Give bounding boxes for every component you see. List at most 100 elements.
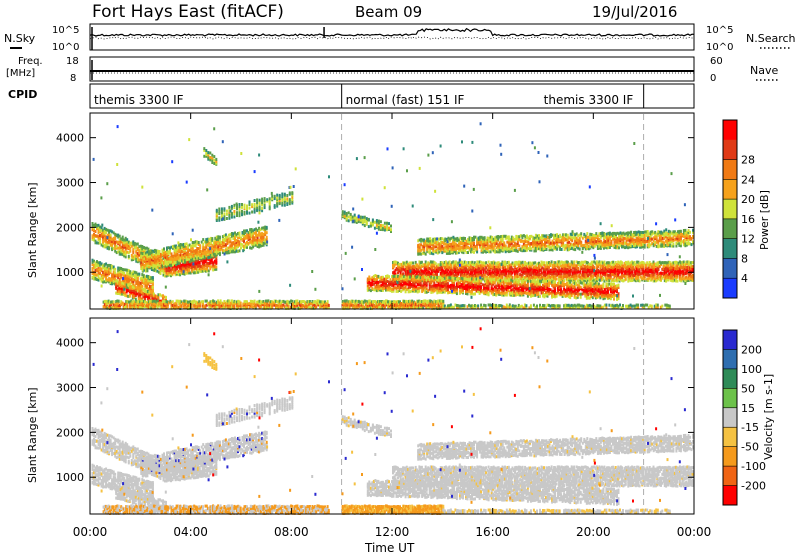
data-cell [276,201,279,205]
data-cell [114,240,117,244]
data-cell [172,246,174,250]
data-cell [461,268,464,272]
data-cell [261,243,264,247]
data-cell [150,262,153,266]
data-cell [577,263,579,267]
data-cell [277,306,280,310]
data-cell [110,306,113,310]
data-cell [281,192,284,196]
data-cell [638,279,641,283]
data-cell [437,263,440,267]
data-cell [265,225,268,229]
data-cell [187,257,190,261]
data-cell [205,253,208,257]
data-cell [115,285,118,289]
data-cell [531,271,534,275]
data-cell [123,277,126,281]
data-cell [478,273,481,277]
data-cell [103,263,106,267]
data-cell [142,246,145,249]
data-cell [423,271,426,275]
data-cell [492,271,495,275]
data-cell [442,269,445,273]
data-cell [454,273,457,277]
data-cell [120,302,123,306]
data-cell [687,262,690,266]
data-cell [546,267,549,271]
data-cell [448,242,451,246]
data-cell [253,228,256,232]
data-cell [195,267,198,271]
data-cell [94,234,97,238]
data-cell [539,263,542,267]
data-cell [414,263,417,267]
data-cell [619,275,622,279]
data-cell [527,265,530,268]
data-cell [157,297,160,301]
data-cell [158,264,161,268]
data-cell [164,256,167,260]
data-cell [125,301,128,305]
data-cell [587,265,589,268]
data-cell [117,273,120,277]
data-cell [651,277,654,281]
data-cell [191,247,194,251]
data-cell [668,276,671,280]
data-cell [241,243,244,247]
data-cell [141,304,144,308]
data-cell [114,274,117,278]
data-cell [108,277,111,281]
data-cell [108,270,111,274]
data-cell [678,260,681,264]
data-cell [644,271,647,275]
data-cell [446,262,449,266]
data-cell [639,263,642,267]
data-cell [617,260,620,264]
data-cell [390,228,392,232]
data-cell [608,276,611,279]
data-cell [656,273,659,277]
data-cell [575,274,578,278]
data-cell [170,268,172,272]
data-cell [432,248,435,252]
data-cell [496,277,499,281]
data-cell [170,303,173,306]
data-cell [670,278,673,282]
data-cell [568,262,571,266]
data-cell [441,251,444,255]
data-cell [191,260,194,264]
data-cell [123,268,126,272]
data-cell [560,264,563,268]
data-cell [164,250,167,254]
data-cell [661,271,664,275]
data-cell [490,271,493,275]
data-cell [495,262,498,266]
cpid-segment-label: themis 3300 IF [94,93,184,107]
data-cell [627,271,630,275]
data-cell [595,275,598,279]
data-cell [570,260,573,264]
data-cell [409,267,412,271]
data-cell [574,279,577,283]
data-cell [531,261,534,265]
data-cell [123,275,126,279]
data-cell [477,268,480,272]
data-cell [152,299,155,303]
data-cell [185,271,188,275]
data-cell [312,301,315,305]
data-cell [229,236,232,240]
nsky-panel: N.Sky 10^5 10^0 10^5 10^0 N.Search [4,23,796,53]
data-cell [652,262,655,266]
data-cell [590,265,593,269]
data-cell [308,302,311,306]
data-cell [546,275,549,279]
data-cell [195,265,198,269]
data-cell [476,270,479,274]
power-scatter [91,114,694,310]
data-cell [675,266,678,270]
data-cell [259,244,262,248]
data-cell [93,232,95,236]
data-cell [280,304,282,308]
data-cell [541,278,544,282]
data-cell [444,274,447,278]
